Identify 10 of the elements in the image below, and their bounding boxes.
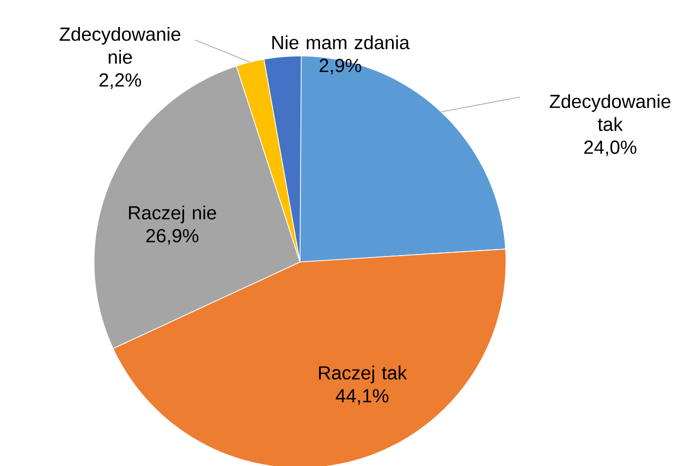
slice-label: Nie mam zdania <box>272 35 410 50</box>
data-label: 26,9% <box>146 229 198 245</box>
slice-label: Zdecydowanie nie <box>60 26 180 64</box>
data-label: 24,0% <box>584 140 636 156</box>
slice-label: Raczej nie <box>129 206 216 224</box>
slice-label: Raczej tak <box>319 366 407 384</box>
slice-label: Zdecydowanie tak <box>550 94 670 132</box>
data-label: 2,9% <box>320 58 362 74</box>
data-label: 2,2% <box>100 73 142 89</box>
data-label: 44,1% <box>336 389 388 405</box>
